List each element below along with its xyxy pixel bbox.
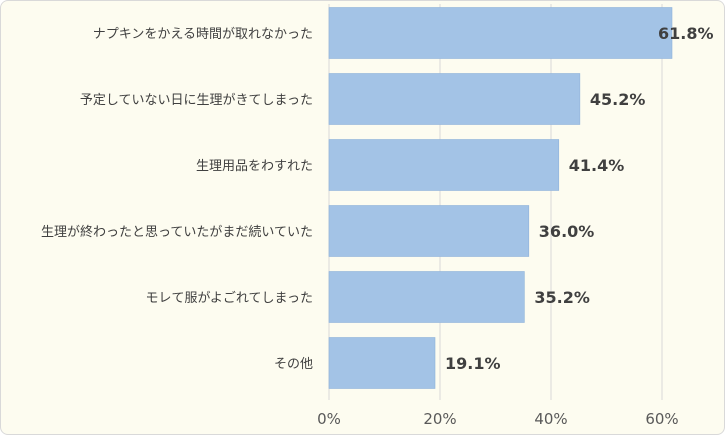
- data-label: 45.2%: [590, 90, 646, 109]
- bar: [328, 205, 530, 257]
- category-label: 生理用品をわすれた: [196, 159, 313, 174]
- data-label: 35.2%: [534, 288, 590, 307]
- bars: [328, 7, 673, 389]
- category-label: ナプキンをかえる時間が取れなかった: [93, 27, 313, 42]
- bar: [328, 73, 581, 125]
- x-tick-label: 60%: [645, 410, 678, 428]
- bar: [328, 337, 436, 389]
- bar: [328, 271, 525, 323]
- data-label: 41.4%: [569, 156, 625, 175]
- x-tick-label: 40%: [534, 410, 567, 428]
- category-label: 予定していない日に生理がきてしまった: [80, 93, 313, 108]
- data-label: 36.0%: [539, 222, 595, 241]
- data-label: 19.1%: [445, 354, 501, 373]
- bar: [328, 7, 673, 59]
- category-label: その他: [274, 357, 313, 372]
- bar: [328, 139, 560, 191]
- x-tick-label: 20%: [423, 410, 456, 428]
- category-label: モレて服がよごれてしまった: [146, 290, 313, 306]
- x-tick-label: 0%: [317, 410, 341, 428]
- gridlines: [328, 4, 663, 400]
- category-label: 生理が終わったと思っていたがまだ続いていた: [41, 224, 313, 240]
- data-label: 61.8%: [658, 24, 714, 43]
